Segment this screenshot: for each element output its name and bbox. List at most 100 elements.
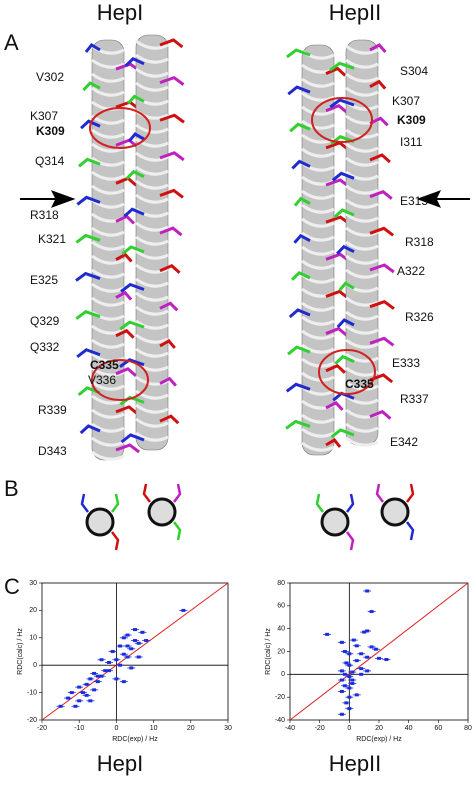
- point: [365, 589, 370, 593]
- helix-turn: [91, 58, 125, 69]
- x-tick-label: 80: [464, 725, 472, 732]
- side-chain: [115, 328, 135, 339]
- point: [362, 630, 367, 634]
- helix-turn: [345, 58, 379, 69]
- footer-left: HepI: [97, 751, 143, 776]
- helix-turn: [135, 81, 169, 92]
- side-chain: [123, 207, 145, 218]
- side-chain: [119, 395, 145, 406]
- side-chain: [76, 348, 101, 358]
- side-chain: [124, 57, 145, 67]
- helix-turn: [301, 231, 335, 242]
- residue-label: A322: [397, 264, 425, 278]
- helix-turn: [91, 296, 125, 307]
- side-chain: [315, 493, 324, 513]
- plot-frame: [41, 582, 229, 721]
- side-chain: [288, 308, 311, 319]
- side-chain: [291, 159, 311, 170]
- helix-turn: [345, 184, 379, 195]
- helix-turn: [301, 301, 335, 312]
- helix-turn: [135, 193, 169, 204]
- helix-turn: [301, 427, 335, 438]
- point: [347, 695, 352, 699]
- helix-turn: [345, 310, 379, 321]
- helix-turn: [301, 315, 335, 326]
- side-chain: [330, 428, 355, 439]
- helix-turn: [91, 324, 125, 335]
- side-chain: [338, 281, 355, 292]
- side-chain: [375, 483, 384, 503]
- helix-turn: [345, 324, 379, 335]
- helix-turn: [345, 296, 379, 307]
- point: [344, 661, 349, 665]
- point: [359, 672, 364, 676]
- panel-label: C: [4, 574, 20, 599]
- helix-turn: [135, 179, 169, 190]
- point: [339, 712, 344, 716]
- helix-turn: [345, 422, 379, 433]
- residue-label: I311: [400, 135, 423, 149]
- point: [365, 629, 370, 633]
- helix-turn: [135, 67, 169, 78]
- helix-turn: [345, 338, 379, 349]
- side-chain: [159, 38, 184, 49]
- point: [339, 678, 344, 682]
- point: [110, 650, 115, 653]
- side-chain: [115, 405, 139, 416]
- y-tick-label: 10: [29, 635, 37, 642]
- side-chain: [159, 301, 179, 312]
- side-chain: [82, 81, 101, 92]
- arrow: [416, 190, 470, 208]
- side-chain: [159, 263, 181, 274]
- point: [384, 657, 389, 661]
- side-chain: [115, 367, 137, 377]
- residue-label: D343: [38, 444, 67, 458]
- point: [118, 663, 123, 667]
- helix-turn: [345, 226, 379, 237]
- point: [339, 640, 344, 644]
- point: [118, 644, 123, 648]
- x-tick-label: -20: [315, 725, 325, 732]
- y-tick-label: 0: [33, 662, 37, 669]
- side-chain: [325, 289, 350, 300]
- helix-turn: [135, 417, 169, 428]
- helix-turn: [91, 268, 125, 279]
- side-chain: [159, 226, 183, 237]
- side-chain: [369, 116, 389, 127]
- point: [347, 675, 352, 679]
- side-chain: [115, 443, 141, 454]
- helix-turn: [135, 39, 169, 50]
- helix-turn: [91, 254, 125, 265]
- helix-turn: [301, 413, 335, 424]
- point: [133, 639, 137, 643]
- point: [92, 671, 97, 675]
- helix-turn: [135, 53, 169, 64]
- side-chain: [75, 271, 101, 282]
- side-chain: [78, 157, 101, 168]
- helix-turn: [345, 44, 379, 55]
- y-tick-label: -40: [275, 717, 285, 724]
- point: [339, 669, 344, 673]
- side-chain: [287, 345, 311, 356]
- helix-turn: [301, 259, 335, 270]
- side-chain: [121, 245, 145, 256]
- point: [121, 680, 126, 684]
- helix-turn: [135, 221, 169, 232]
- point: [121, 652, 126, 656]
- side-chain: [293, 233, 311, 244]
- point: [325, 632, 330, 636]
- residue-label: E342: [390, 435, 418, 449]
- residue-label: C335: [90, 358, 119, 372]
- point: [181, 608, 186, 612]
- side-chain: [159, 113, 185, 124]
- helix-turn: [345, 436, 379, 447]
- point: [369, 610, 374, 614]
- helix-turn: [301, 77, 335, 88]
- helix-turn: [301, 147, 335, 158]
- y-axis-label: RDC(calc) / Hz: [17, 628, 24, 675]
- helix-turn: [91, 226, 125, 237]
- side-chain: [75, 309, 101, 320]
- side-chain: [369, 153, 391, 164]
- residue-label: E325: [30, 273, 58, 287]
- point: [354, 644, 359, 648]
